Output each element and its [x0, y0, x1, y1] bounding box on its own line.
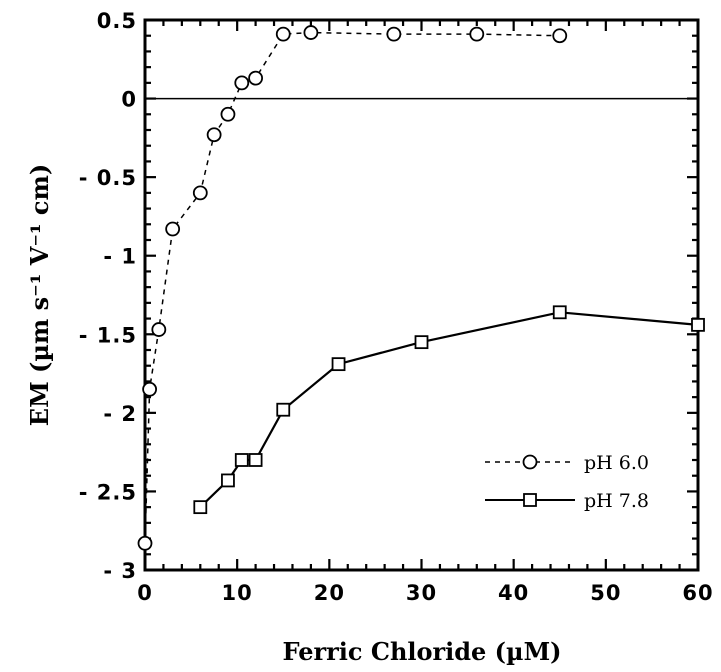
y-tick-label: - 0.5: [79, 166, 137, 190]
series-line: [144, 31, 560, 544]
series-0: [137, 25, 568, 551]
data-point-circle: [151, 322, 167, 337]
y-tick-label: 0.5: [97, 9, 137, 33]
x-tick-label: 20: [314, 581, 345, 605]
axis-ticks: [143, 18, 700, 572]
data-point-circle: [137, 535, 153, 551]
data-point-circle: [303, 25, 319, 40]
legend-label-ph78: pH 7.8: [584, 490, 649, 512]
series-1: [193, 305, 705, 515]
y-tick-label: - 1: [103, 245, 137, 269]
data-point-square: [193, 500, 208, 515]
y-tick-labels: 0.5 0 - 0.5 - 1 - 1.5 - 2 - 2.5 - 3: [79, 9, 137, 583]
y-tick-label: - 1.5: [79, 323, 137, 347]
data-point-square: [234, 453, 249, 467]
data-point-square: [552, 305, 567, 320]
x-tick-label: 0: [137, 581, 153, 605]
data-point-circle: [142, 381, 158, 397]
data-point-circle: [386, 26, 402, 42]
x-axis-title: Ferric Chloride (µM): [282, 637, 561, 666]
data-point-circle: [192, 185, 208, 201]
data-point-circle: [206, 127, 222, 143]
legend-label-ph60: pH 6.0: [584, 452, 649, 474]
x-tick-label: 40: [498, 581, 529, 605]
x-tick-label: 50: [590, 581, 621, 605]
data-point-circle: [552, 28, 568, 44]
data-point-circle: [165, 221, 181, 237]
data-point-circle: [234, 75, 250, 91]
series-line: [199, 311, 699, 508]
y-tick-label: 0: [121, 88, 137, 112]
data-point-square: [276, 402, 291, 417]
y-tick-label: - 2: [103, 402, 137, 426]
y-tick-label: - 2.5: [79, 480, 137, 504]
plot-frame: [143, 18, 700, 572]
data-point-square: [221, 473, 235, 488]
x-tick-labels: 0 10 20 30 40 50 60: [137, 581, 713, 605]
x-tick-label: 60: [682, 581, 713, 605]
data-point-circle: [469, 26, 485, 42]
series-layer: [137, 25, 705, 551]
x-tick-label: 30: [406, 581, 437, 605]
data-point-circle: [275, 26, 291, 42]
legend-marker-square: [523, 493, 537, 507]
y-tick-label: - 3: [103, 559, 137, 583]
y-axis-title: EM (µm s⁻¹ V⁻¹ cm): [25, 164, 54, 426]
data-point-square: [691, 317, 705, 332]
data-point-circle: [248, 70, 264, 86]
legend: pH 6.0 pH 7.8: [485, 452, 649, 512]
data-point-square: [414, 335, 429, 350]
legend-marker-circle: [522, 454, 538, 470]
data-point-square: [331, 357, 346, 372]
data-point-circle: [220, 106, 236, 122]
x-tick-label: 10: [222, 581, 253, 605]
data-point-square: [248, 453, 263, 467]
